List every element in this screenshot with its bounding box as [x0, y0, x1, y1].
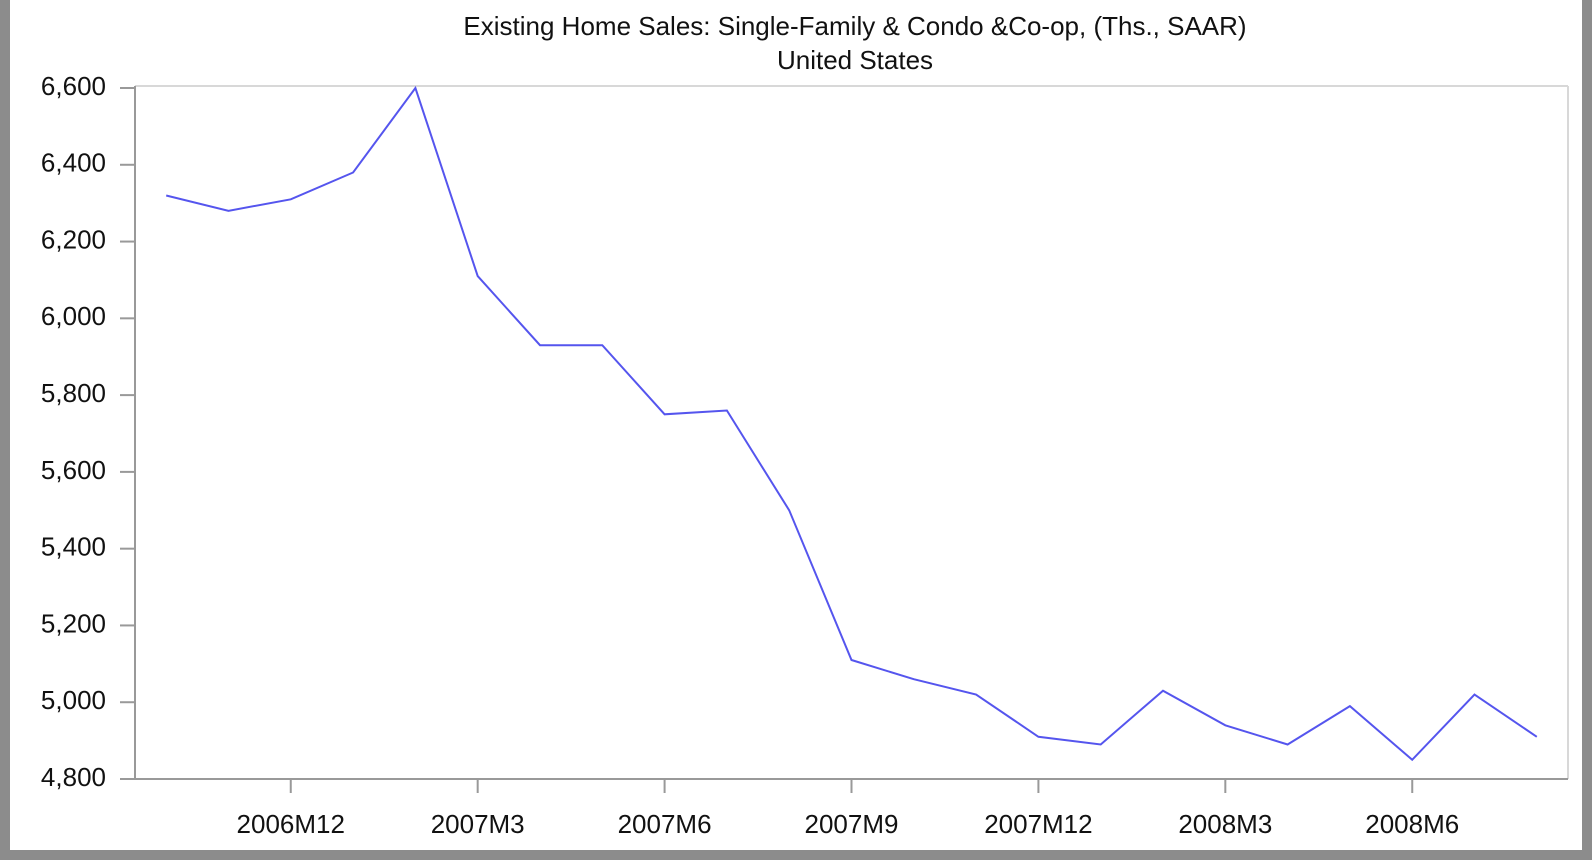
chart-subtitle: United States	[777, 45, 933, 75]
x-tick-label: 2007M3	[431, 809, 525, 839]
y-tick-label: 6,200	[41, 224, 106, 254]
x-tick-label: 2008M6	[1365, 809, 1459, 839]
x-tick-label: 2007M9	[805, 809, 899, 839]
y-tick-label: 5,200	[41, 608, 106, 638]
y-tick-label: 5,000	[41, 685, 106, 715]
y-tick-label: 5,400	[41, 532, 106, 562]
x-tick-label: 2007M12	[984, 809, 1092, 839]
chart-title: Existing Home Sales: Single-Family & Con…	[463, 11, 1246, 41]
x-tick-label: 2006M12	[237, 809, 345, 839]
x-tick-label: 2007M6	[618, 809, 712, 839]
x-tick-label: 2008M3	[1178, 809, 1272, 839]
y-tick-label: 4,800	[41, 762, 106, 792]
y-tick-label: 6,400	[41, 148, 106, 178]
y-tick-label: 6,600	[41, 71, 106, 101]
y-tick-label: 5,600	[41, 455, 106, 485]
chart-background	[10, 0, 1582, 850]
data-line	[165, 85, 1538, 762]
y-tick-label: 6,000	[41, 301, 106, 331]
y-tick-label: 5,800	[41, 378, 106, 408]
